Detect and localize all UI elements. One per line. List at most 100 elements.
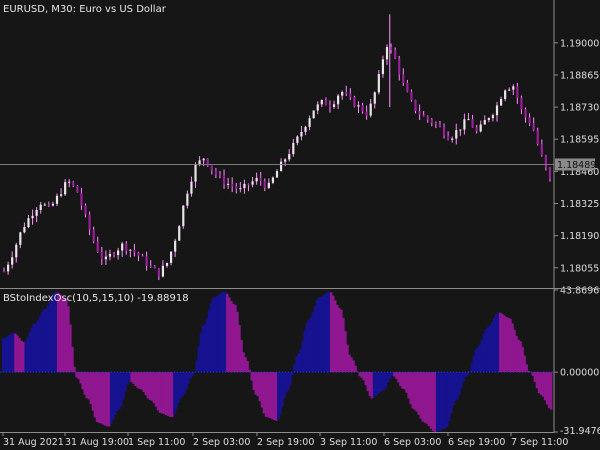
candle-body[interactable]	[320, 100, 323, 105]
candle-body[interactable]	[194, 164, 197, 182]
candle-body[interactable]	[186, 193, 189, 206]
candle-body[interactable]	[165, 262, 169, 266]
candle-body[interactable]	[169, 251, 173, 263]
candle-body[interactable]	[39, 204, 42, 210]
candle-body[interactable]	[292, 142, 295, 155]
candle-body[interactable]	[381, 59, 385, 75]
candle-body[interactable]	[222, 175, 226, 185]
candle-body[interactable]	[524, 109, 527, 118]
candle-body[interactable]	[475, 127, 478, 132]
candle-body[interactable]	[337, 95, 340, 105]
candle-body[interactable]	[255, 177, 258, 182]
candle-body[interactable]	[438, 124, 442, 127]
candle-body[interactable]	[516, 86, 519, 98]
candle-body[interactable]	[121, 243, 124, 251]
price-pane[interactable]	[0, 14, 554, 281]
candle-body[interactable]	[214, 170, 217, 175]
candle-body[interactable]	[7, 264, 10, 272]
candle-body[interactable]	[520, 97, 523, 110]
candle-body[interactable]	[202, 158, 205, 161]
candle-body[interactable]	[206, 158, 209, 166]
candle-body[interactable]	[483, 120, 486, 125]
candle-body[interactable]	[100, 252, 103, 260]
candle-body[interactable]	[365, 111, 368, 116]
candle-body[interactable]	[487, 118, 490, 121]
candle-body[interactable]	[426, 116, 429, 120]
candle-body[interactable]	[508, 89, 511, 91]
candle-body[interactable]	[51, 203, 55, 206]
candle-body[interactable]	[247, 183, 250, 185]
candle-body[interactable]	[385, 47, 389, 60]
candle-body[interactable]	[35, 209, 38, 216]
candle-body[interactable]	[11, 257, 14, 265]
candle-body[interactable]	[414, 100, 417, 112]
oscillator-pane[interactable]	[0, 291, 554, 433]
candle-body[interactable]	[210, 165, 213, 171]
candle-body[interactable]	[218, 174, 222, 176]
candle-body[interactable]	[153, 266, 156, 269]
candle-body[interactable]	[467, 119, 470, 121]
candle-body[interactable]	[263, 180, 266, 188]
candle-body[interactable]	[328, 105, 332, 107]
candle-body[interactable]	[304, 126, 307, 132]
candle-body[interactable]	[349, 93, 352, 98]
candle-body[interactable]	[19, 232, 22, 245]
candle-body[interactable]	[275, 171, 279, 178]
candle-body[interactable]	[235, 186, 238, 189]
candle-body[interactable]	[178, 226, 181, 241]
candle-body[interactable]	[284, 159, 287, 162]
candle-body[interactable]	[76, 185, 79, 193]
candle-body[interactable]	[296, 136, 299, 143]
candle-body[interactable]	[47, 204, 50, 206]
candle-body[interactable]	[227, 183, 230, 185]
candle-body[interactable]	[157, 268, 160, 277]
candle-body[interactable]	[540, 144, 543, 156]
candle-body[interactable]	[324, 100, 327, 106]
candle-body[interactable]	[451, 138, 454, 140]
candle-body[interactable]	[410, 91, 413, 101]
candle-body[interactable]	[251, 181, 254, 185]
candle-body[interactable]	[369, 103, 372, 116]
candle-body[interactable]	[532, 123, 535, 131]
candle-body[interactable]	[300, 131, 303, 137]
candle-body[interactable]	[288, 154, 291, 160]
candle-body[interactable]	[55, 195, 59, 204]
candle-body[interactable]	[23, 226, 26, 233]
candle-body[interactable]	[133, 249, 136, 253]
candle-body[interactable]	[536, 130, 539, 145]
candle-body[interactable]	[361, 105, 364, 112]
candle-body[interactable]	[353, 97, 356, 107]
candle-body[interactable]	[137, 252, 140, 256]
candle-body[interactable]	[267, 182, 270, 188]
candle-body[interactable]	[398, 58, 401, 75]
candle-body[interactable]	[239, 188, 242, 190]
candle-body[interactable]	[279, 161, 283, 172]
candle-body[interactable]	[418, 111, 421, 115]
candle-body[interactable]	[341, 92, 344, 96]
candle-body[interactable]	[72, 181, 75, 186]
candle-body[interactable]	[149, 265, 152, 267]
candle-body[interactable]	[548, 167, 552, 180]
candle-body[interactable]	[96, 241, 99, 253]
candle-body[interactable]	[471, 119, 474, 128]
candle-body[interactable]	[394, 50, 397, 59]
candle-body[interactable]	[161, 265, 165, 277]
candle-body[interactable]	[389, 47, 393, 51]
candle-body[interactable]	[332, 104, 336, 107]
candle-body[interactable]	[357, 105, 360, 107]
candle-body[interactable]	[43, 204, 46, 206]
candle-body[interactable]	[499, 98, 503, 106]
candle-body[interactable]	[512, 86, 515, 90]
candle-body[interactable]	[377, 74, 380, 93]
candle-body[interactable]	[447, 135, 450, 140]
candle-body[interactable]	[243, 183, 246, 189]
candle-body[interactable]	[316, 104, 319, 111]
candle-body[interactable]	[463, 119, 466, 130]
candle-body[interactable]	[422, 114, 425, 117]
candle-body[interactable]	[271, 177, 275, 183]
candle-body[interactable]	[112, 253, 116, 256]
candle-body[interactable]	[190, 181, 193, 194]
candle-body[interactable]	[108, 253, 112, 257]
candle-body[interactable]	[495, 105, 499, 116]
